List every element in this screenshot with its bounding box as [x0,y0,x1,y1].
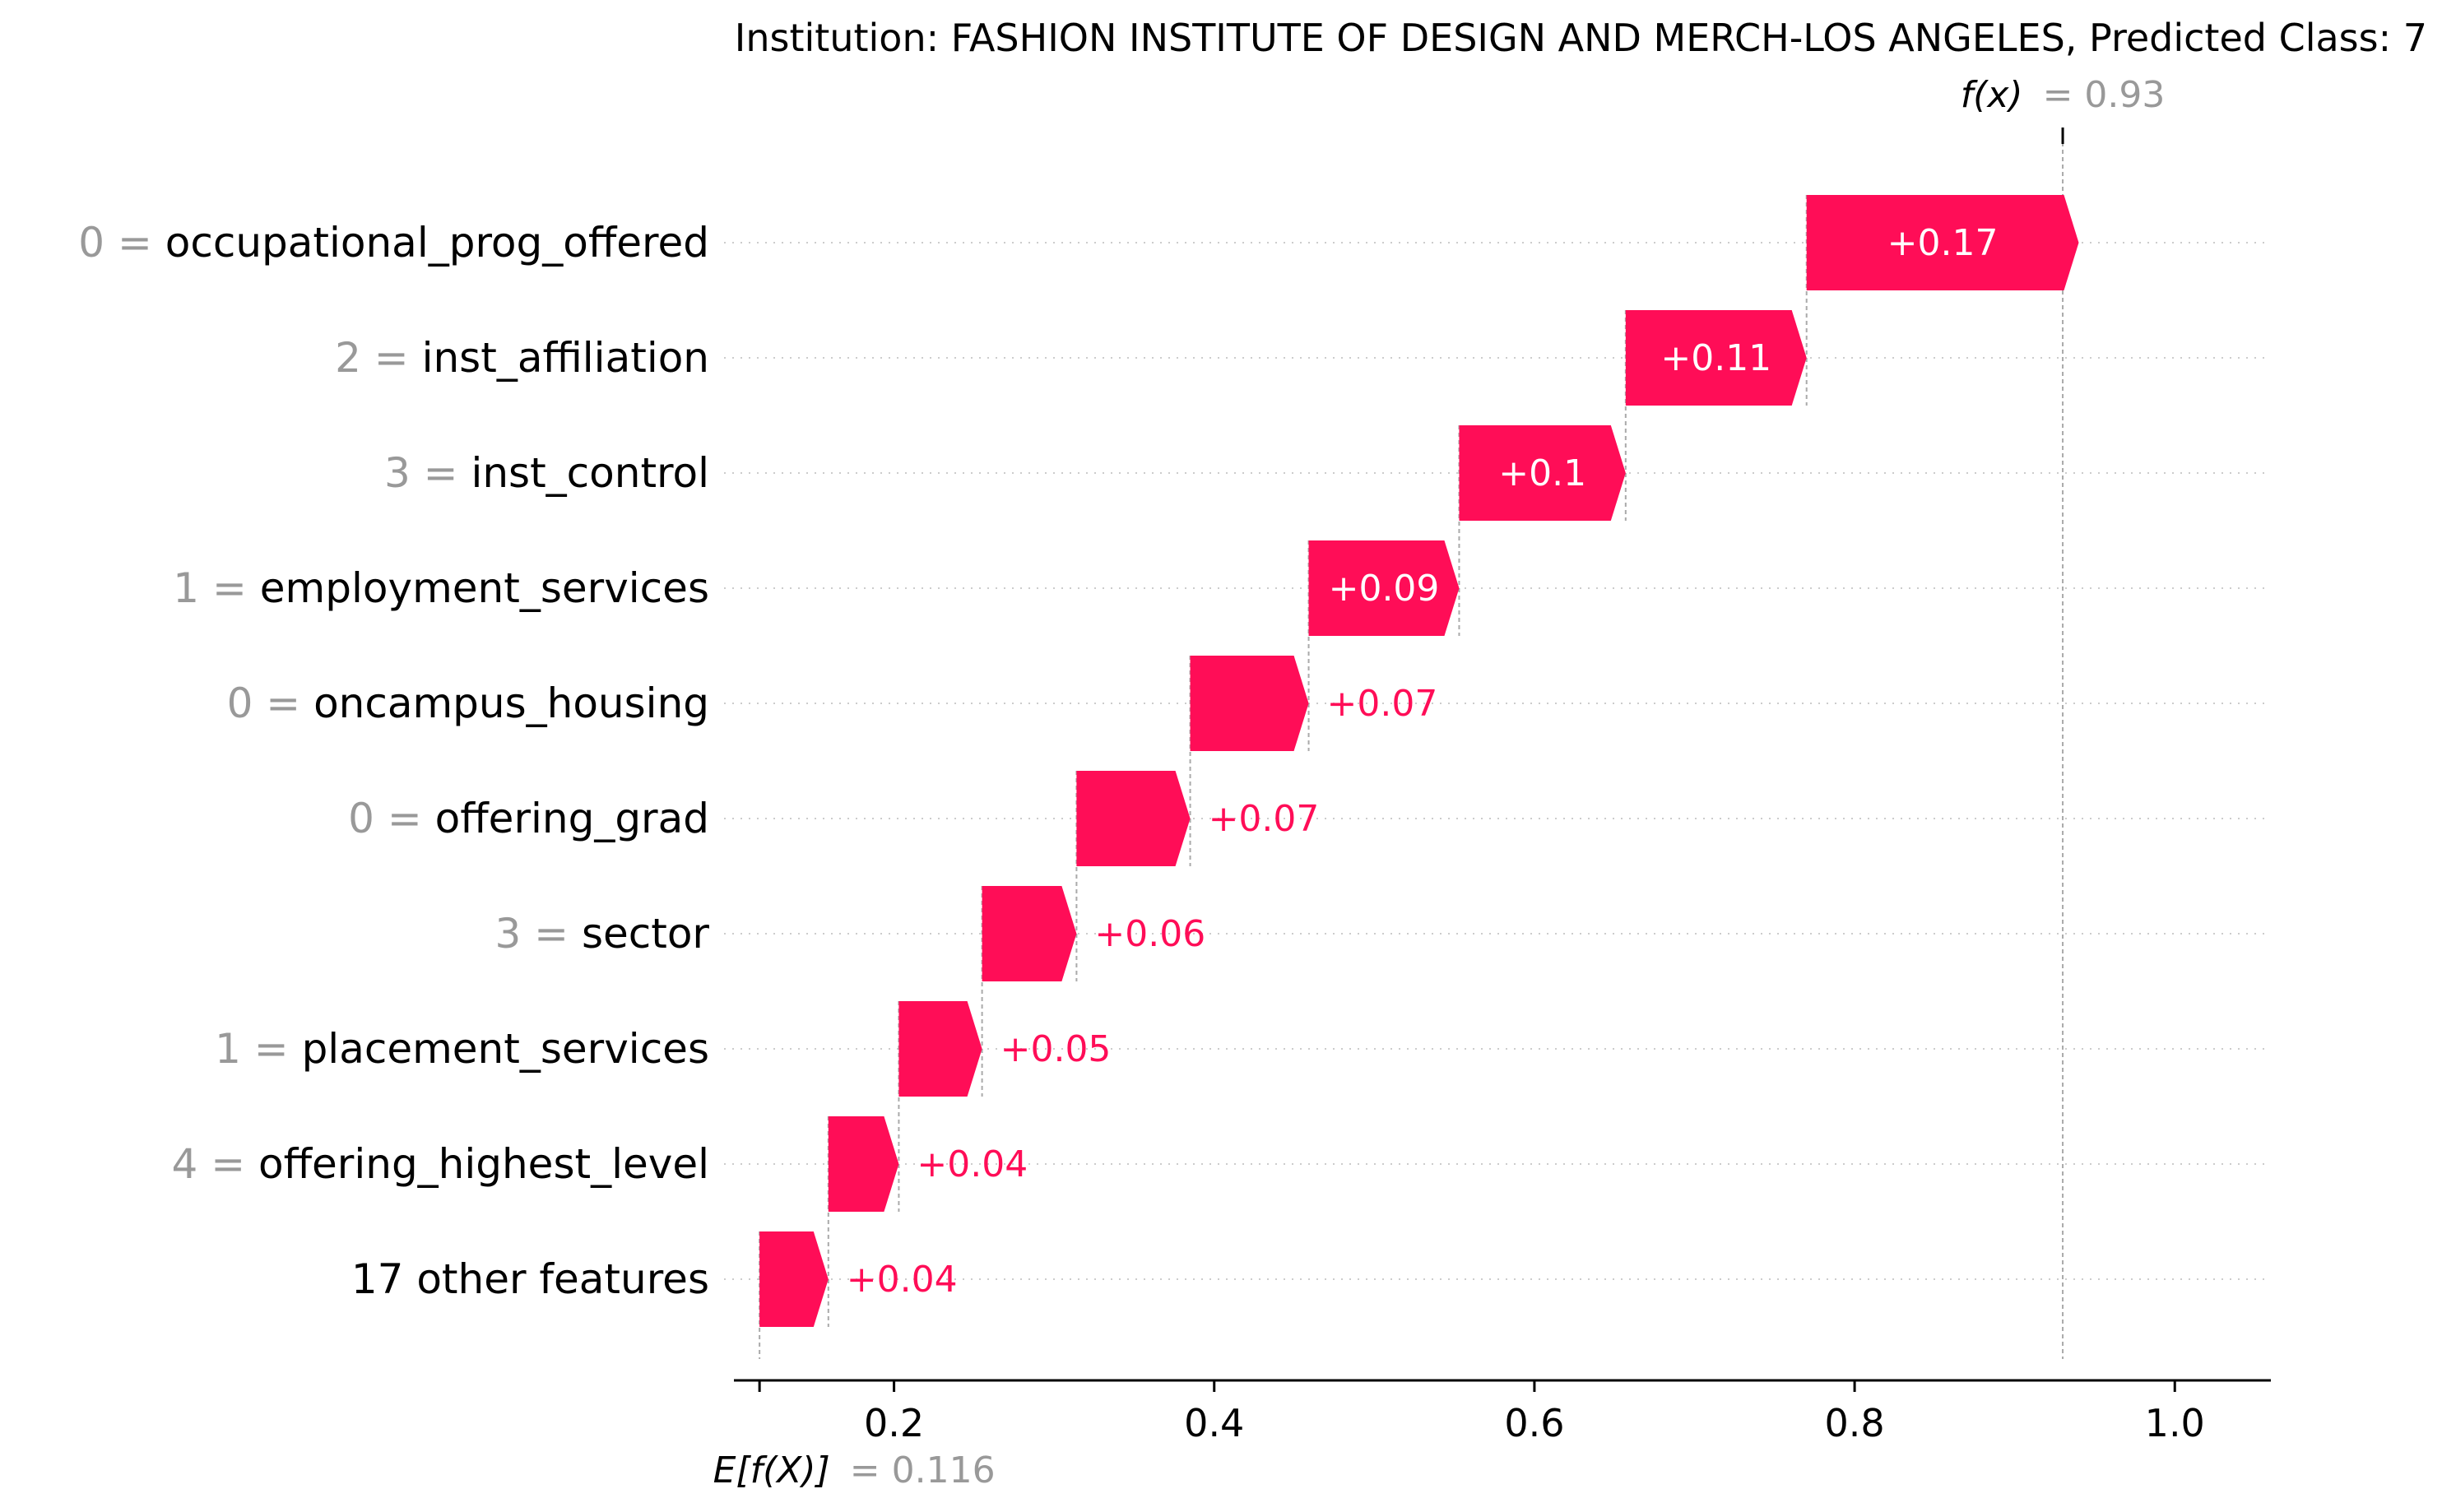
shap-bar [1625,310,1807,406]
feature-value: 0 = [78,219,165,267]
feature-value: 1 = [173,564,260,612]
shap-value-label: +0.17 [1887,222,1999,264]
shap-value-label: +0.1 [1498,452,1586,494]
shap-bar [1190,656,1309,751]
feature-label: 0 = oncampus_housing [227,679,709,727]
feature-value: 3 = [494,910,582,958]
feature-label: 17 other features [351,1255,709,1303]
feature-label: 1 = placement_services [215,1025,709,1073]
shap-bar [898,1001,982,1097]
feature-label: 0 = offering_grad [348,795,709,842]
feature-value: 4 = [172,1140,259,1188]
shap-value-label: +0.04 [917,1143,1028,1185]
x-tick-label: 0.6 [1504,1401,1564,1445]
feature-name: 17 other features [351,1255,709,1303]
row-gridlines [724,242,2271,1280]
base-label: E[f(X)] [713,1449,830,1491]
shap-bar [1076,771,1191,866]
output-value: = 0.93 [2043,74,2166,116]
shap-bar [982,886,1077,981]
feature-label: 3 = inst_control [384,449,709,497]
feature-label: 1 = employment_services [173,564,709,612]
shap-value-label: +0.07 [1327,683,1438,725]
feature-name: employment_services [260,564,709,612]
shap-bar [759,1231,829,1327]
x-tick-label: 0.8 [1825,1401,1885,1445]
base-value: = 0.116 [850,1449,996,1491]
output-value-annotation: f(x) = 0.93 [1961,74,2166,116]
shap-bar [1308,540,1460,636]
feature-name: inst_affiliation [422,334,709,382]
shap-bar [1459,425,1626,521]
shap-value-label: +0.06 [1094,913,1205,955]
shap-value-label: +0.04 [847,1259,958,1301]
output-label: f(x) [1961,74,2023,116]
x-axis: 0.2 0.4 0.6 0.8 1.0 [734,1379,2271,1445]
shap-bar [828,1116,899,1212]
x-tick-label: 0.4 [1184,1401,1244,1445]
base-value-annotation: E[f(X)] = 0.116 [713,1449,996,1491]
feature-value: 3 = [384,449,471,497]
feature-name: inst_control [471,449,709,497]
feature-name: offering_highest_level [258,1140,709,1188]
feature-label: 3 = sector [494,910,709,958]
shap-bars: +0.17 +0.11 +0.1 +0.09 +0.07 +0.07 +0.06 +0.05 +… [759,195,2079,1327]
feature-value: 2 = [335,334,422,382]
shap-bar [1806,195,2079,290]
shap-value-label: +0.11 [1660,337,1771,379]
feature-value: 0 = [227,679,314,727]
chart-title: Institution: FASHION INSTITUTE OF DESIGN… [735,16,2427,60]
feature-name: offering_grad [435,795,709,842]
feature-labels: 0 = occupational_prog_offered 2 = inst_af… [78,219,709,1303]
feature-name: occupational_prog_offered [165,219,709,267]
feature-value: 1 = [215,1025,302,1073]
feature-label: 4 = offering_highest_level [172,1140,710,1188]
feature-name: sector [582,910,709,958]
feature-label: 2 = inst_affiliation [335,334,709,382]
feature-value: 0 = [348,795,435,842]
feature-name: oncampus_housing [313,679,709,727]
shap-value-label: +0.09 [1329,568,1440,610]
cumulative-connector-lines [759,128,2064,1359]
feature-name: placement_services [302,1025,709,1073]
feature-label: 0 = occupational_prog_offered [78,219,709,267]
x-tick-label: 1.0 [2145,1401,2205,1445]
shap-value-label: +0.07 [1209,798,1320,840]
x-tick-label: 0.2 [864,1401,924,1445]
shap-value-label: +0.05 [1000,1028,1112,1070]
